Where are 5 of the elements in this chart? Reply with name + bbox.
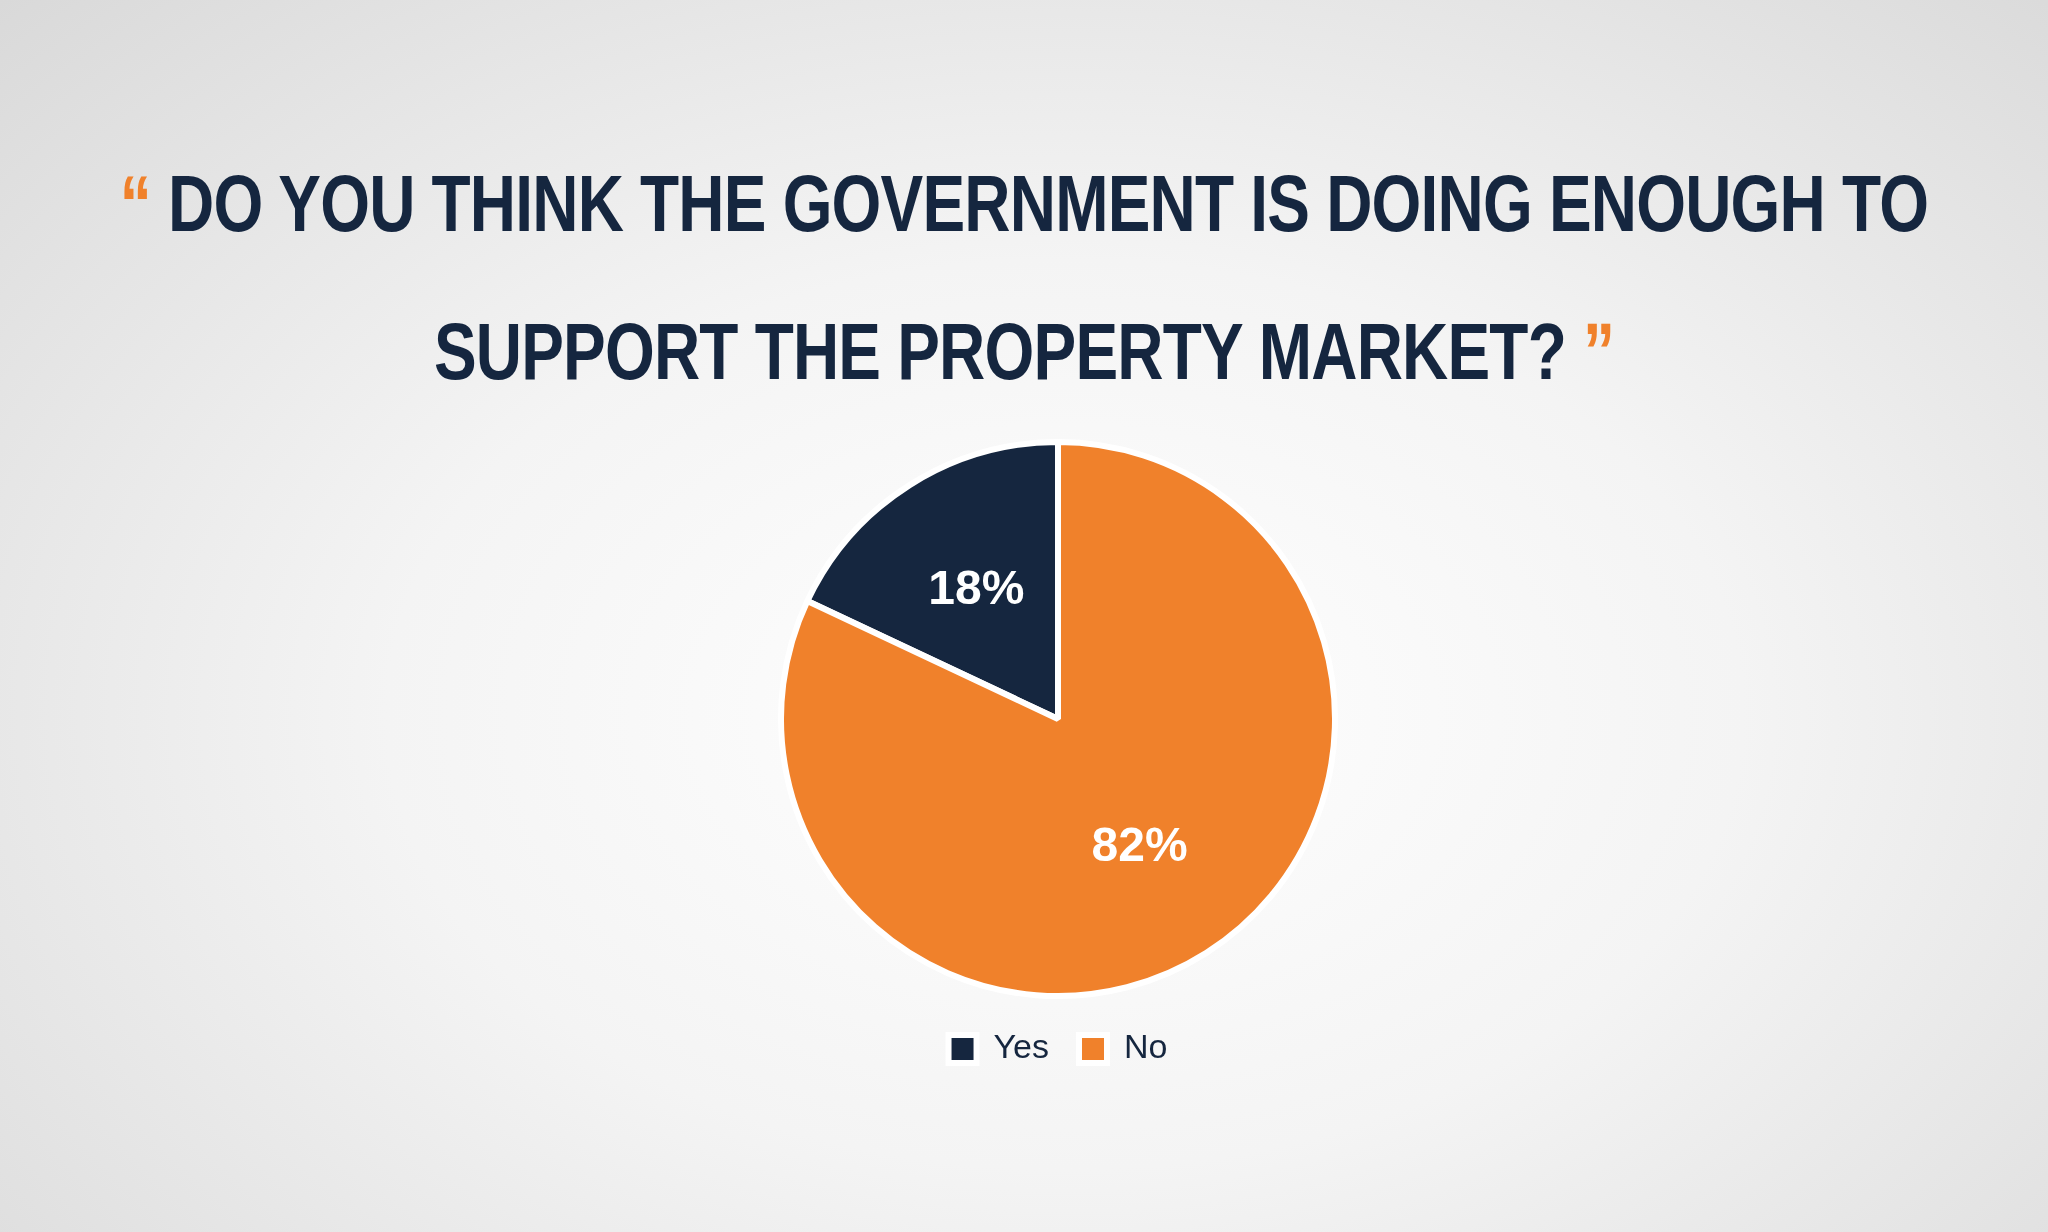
data-label: 82% (1091, 817, 1188, 871)
data-label: 18% (928, 560, 1025, 614)
chart-title: “ DO YOU THINK THE GOVERNMENT IS DOING ENOUGH TO SUPPORT THE PROPERTY MARKET? ” (118, 158, 1930, 398)
legend-label: Yes (993, 1027, 1049, 1066)
legend-label: No (1124, 1027, 1168, 1066)
